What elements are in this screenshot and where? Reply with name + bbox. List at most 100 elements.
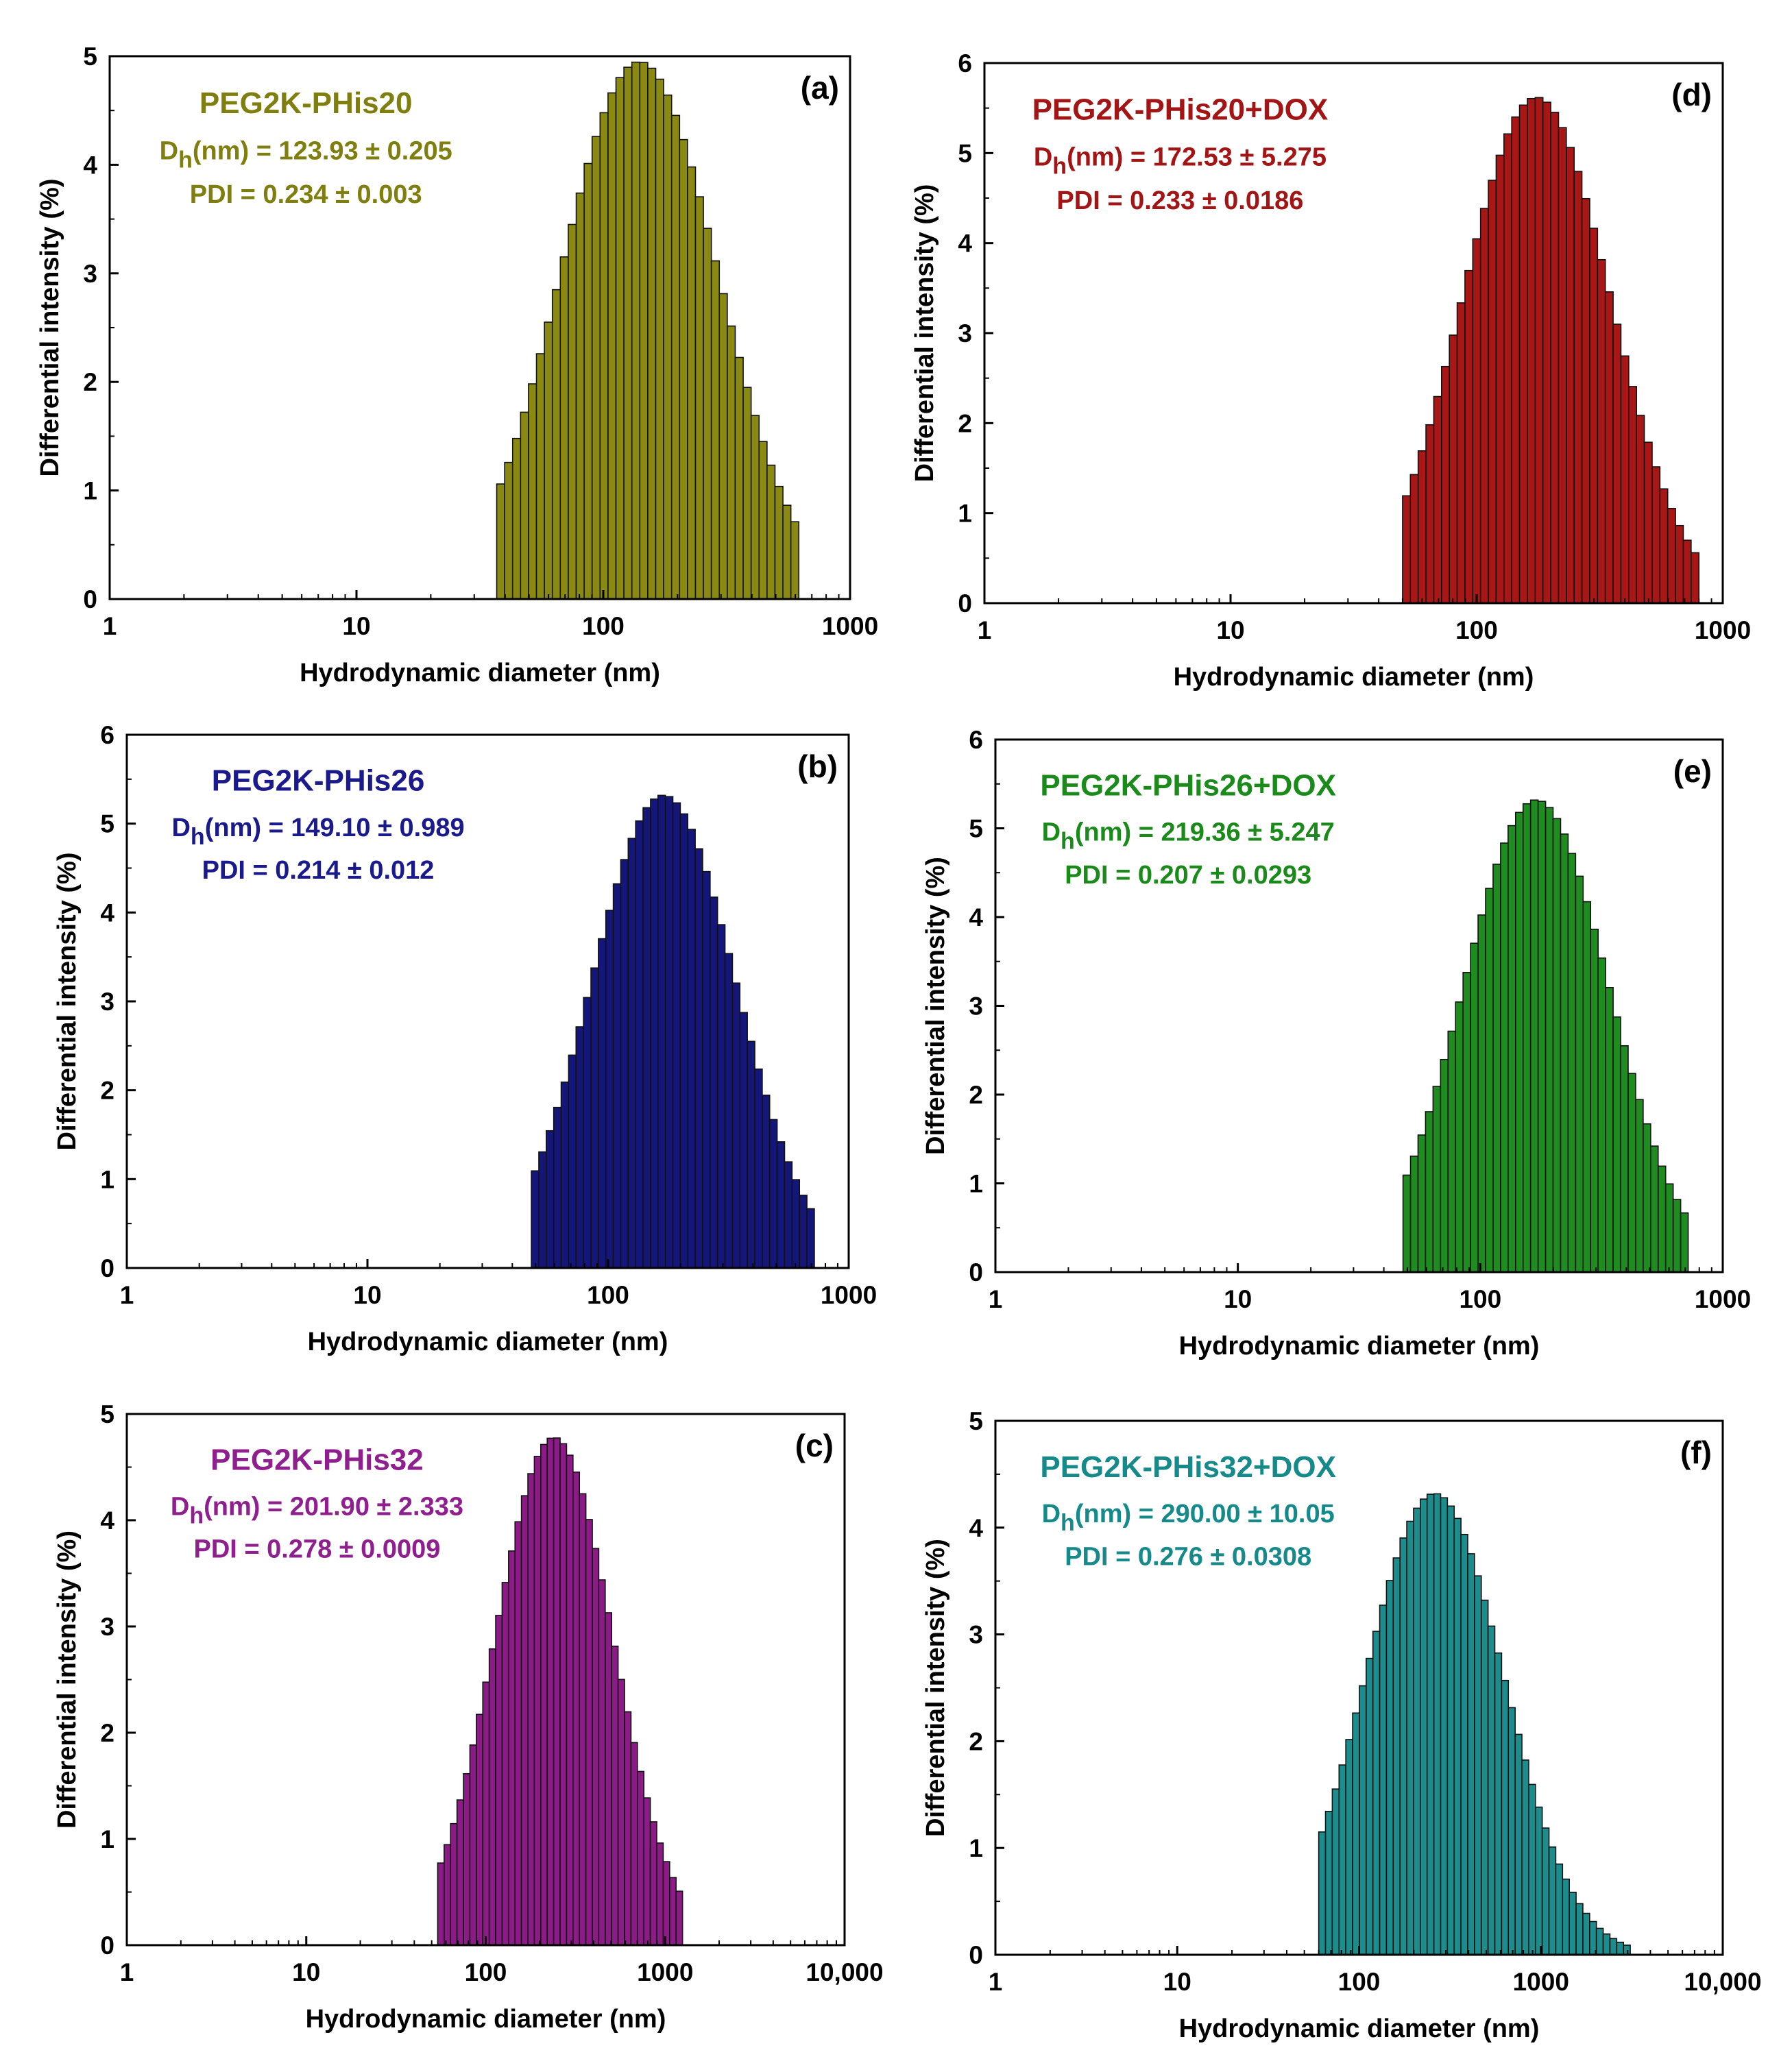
histogram-bar xyxy=(1635,1099,1644,1273)
histogram-bar xyxy=(643,1797,651,1946)
histogram-bar xyxy=(1518,104,1528,604)
histogram-bar xyxy=(1402,1174,1412,1273)
histogram-bar xyxy=(607,92,617,600)
y-tick-label: 0 xyxy=(969,1941,983,1969)
y-tick-label: 2 xyxy=(100,1719,114,1747)
x-tick-label: 1 xyxy=(120,1281,134,1309)
histogram-bar xyxy=(615,77,625,600)
x-tick-label: 1 xyxy=(103,612,117,640)
histogram-bar xyxy=(1420,1498,1428,1955)
x-tick-label: 100 xyxy=(1455,616,1498,644)
sample-title: PEG2K-PHis32+DOX xyxy=(1040,1450,1336,1484)
histogram-bar xyxy=(598,1579,606,1946)
y-tick-label: 3 xyxy=(100,1613,114,1641)
histogram-bar xyxy=(1446,1505,1455,1955)
histogram-bar xyxy=(544,321,553,600)
histogram-bar xyxy=(1449,334,1458,604)
histogram-bar xyxy=(672,802,681,1269)
histogram-bar xyxy=(437,1862,445,1946)
histogram-bar xyxy=(1495,154,1505,604)
histogram-bar xyxy=(1345,1739,1353,1955)
histogram-bar xyxy=(1492,864,1501,1273)
histogram-bar xyxy=(1589,228,1599,604)
x-tick-label: 10 xyxy=(1224,1285,1252,1313)
histogram-bar xyxy=(1392,1557,1401,1955)
histogram-bar xyxy=(1534,1806,1543,1955)
histogram-bar xyxy=(1560,833,1569,1273)
histogram-bar xyxy=(1501,1679,1510,1955)
histogram-bar xyxy=(679,813,689,1269)
histogram-bar xyxy=(1511,116,1521,604)
y-tick-label: 0 xyxy=(969,1258,983,1286)
histogram-bar xyxy=(782,504,792,600)
panel-label: (d) xyxy=(1671,77,1712,112)
histogram-bar xyxy=(624,1711,632,1946)
histogram-bar xyxy=(1474,1575,1482,1955)
histogram-bar xyxy=(1595,1927,1604,1955)
histogram-bar xyxy=(670,114,681,600)
histogram-bar xyxy=(620,859,629,1269)
y-axis-label: Differential intensity (%) xyxy=(53,1530,82,1829)
hydrodynamic-diameter-text: Dh(nm) = 219.36 ± 5.247 xyxy=(1042,818,1335,855)
y-tick-label: 0 xyxy=(958,589,972,618)
histogram-bar xyxy=(1433,1493,1442,1955)
x-axis-label: Hydrodynamic diameter (nm) xyxy=(1179,1332,1540,1361)
y-tick-label: 4 xyxy=(100,1507,114,1535)
x-tick-label: 100 xyxy=(465,1958,507,1986)
y-tick-label: 5 xyxy=(100,810,114,838)
histogram-bar xyxy=(456,1799,464,1946)
histogram-bar xyxy=(639,62,649,600)
histogram-bar xyxy=(1691,552,1700,604)
histogram-bar xyxy=(605,910,614,1269)
histogram-bar xyxy=(663,94,673,600)
histogram-bar xyxy=(1612,324,1622,604)
histogram-bar xyxy=(806,1208,815,1269)
histogram-bar xyxy=(724,953,734,1269)
histogram-bar xyxy=(1620,355,1630,604)
y-tick-label: 5 xyxy=(969,815,983,843)
y-tick-label: 6 xyxy=(958,49,972,77)
histogram-bar xyxy=(1480,1599,1489,1955)
histogram-bar xyxy=(1675,524,1684,604)
y-tick-label: 3 xyxy=(969,992,983,1021)
histogram-bar xyxy=(531,1170,540,1269)
y-tick-label: 1 xyxy=(100,1165,114,1193)
y-tick-label: 2 xyxy=(100,1077,114,1105)
histogram-bar xyxy=(774,485,784,600)
histogram-bar xyxy=(791,1179,800,1269)
histogram-bar xyxy=(1366,1657,1374,1955)
histogram-bar xyxy=(591,136,601,600)
histogram-bar xyxy=(617,1679,625,1946)
histogram-bar xyxy=(739,1012,748,1269)
histogram-bar xyxy=(508,1550,516,1946)
histogram-bar xyxy=(1477,914,1486,1273)
histogram-bar xyxy=(1602,1933,1611,1955)
y-tick-label: 0 xyxy=(100,1931,114,1960)
histogram-bar xyxy=(566,1454,574,1946)
histogram-bar xyxy=(538,1151,547,1269)
histogram-bar xyxy=(482,1681,490,1946)
x-tick-label: 10 xyxy=(1216,616,1244,644)
histogram-bar xyxy=(599,112,609,600)
histogram-bar xyxy=(734,356,744,600)
hydrodynamic-diameter-text: Dh(nm) = 201.90 ± 2.333 xyxy=(171,1492,463,1528)
histogram-bar xyxy=(1413,1507,1421,1955)
histogram-bar xyxy=(702,870,711,1269)
histogram-bar xyxy=(710,260,721,600)
histogram-bar xyxy=(1409,474,1419,604)
histogram-bar xyxy=(585,1519,593,1946)
histogram-bar xyxy=(1485,888,1494,1273)
histogram-bar xyxy=(1542,101,1551,604)
x-tick-label: 100 xyxy=(582,612,625,640)
x-tick-label: 10 xyxy=(292,1958,320,1986)
histogram-bar xyxy=(1664,1183,1674,1273)
y-axis-label: Differential intensity (%) xyxy=(921,1539,950,1837)
histogram-bar xyxy=(790,521,800,600)
y-tick-label: 2 xyxy=(83,368,97,396)
histogram-bar xyxy=(476,1714,484,1946)
histogram-bar xyxy=(1550,112,1560,604)
x-tick-label: 1000 xyxy=(1513,1968,1569,1996)
